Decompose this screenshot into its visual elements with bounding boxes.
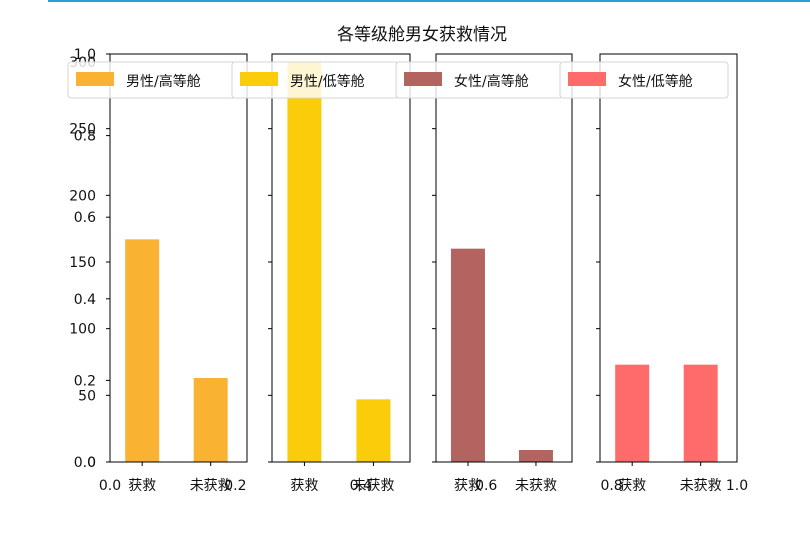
overlay-x-tick-label: 0.6 [475,478,497,494]
x-tick-label: 未获救 [680,478,722,494]
bar-2-获救 [287,62,322,462]
subplot-2: 获救 未获救 [268,53,411,494]
y-tick-label: 200 [69,188,96,204]
legend-group: 男性/高等舱 男性/低等舱 女性/高等舱 女性/低等舱 [67,61,729,99]
y-tick-label: 250 [69,122,96,138]
legend-swatch [404,72,442,86]
overlay-y-tick-label: 0.4 [74,292,96,308]
legend-label: 男性/高等舱 [126,73,201,90]
y-tick-label: 150 [69,255,96,271]
x-tick-label: 获救 [618,478,646,494]
legend-swatch [240,72,278,86]
bar-3-获救 [450,248,485,462]
bar-3-未获救 [518,450,553,462]
x-tick-label: 获救 [128,478,156,494]
bar-2-未获救 [356,399,391,462]
overlay-x-tick-label: 1.0 [726,478,748,494]
subplot-1: 050100150200250300获救未获救 [69,53,248,494]
chart-title: 各等级舱男女获救情况 [337,25,507,45]
legend-2: 男性/低等舱 [231,61,399,99]
subplot-frame [271,53,411,463]
subplot-frame [599,53,738,463]
legend-1: 男性/高等舱 [67,61,245,99]
overlay-y-tick-label: 1.0 [74,47,96,63]
overlay-x-tick-label: 0.8 [600,478,622,494]
bar-1-获救 [125,239,160,462]
x-tick-label: 获救 [454,478,482,494]
overlay-axis: 0.00.0 0.2 0.2 0.4 0.4 0.6 0.6 0.8 0.8 1.0 1.0 [74,47,748,494]
legend-label: 女性/高等舱 [454,73,529,90]
legend-box [559,61,729,99]
legend-label: 男性/低等舱 [290,73,365,90]
bar-4-未获救 [683,364,718,462]
subplot-panels: 050100150200250300获救未获救获救未获救获救未获救获救未获救 [69,53,738,494]
overlay-x-tick-label: 0.4 [350,478,372,494]
bar-4-获救 [615,364,650,462]
overlay-x-tick-label: 0.0 [99,478,121,494]
overlay-y-tick-label: 0.2 [74,373,96,389]
legend-swatch [76,72,114,86]
top-border-line [48,0,810,2]
bar-1-未获救 [193,378,228,462]
x-tick-label: 获救 [290,478,318,494]
legend-swatch [568,72,606,86]
overlay-y-tick-label: 0.0 [74,455,96,471]
subplot-4: 获救 未获救 [596,53,738,494]
overlay-y-tick-label: 0.6 [74,210,96,226]
legend-label: 女性/低等舱 [618,73,693,90]
x-tick-label: 未获救 [352,478,394,494]
y-tick-label: 0 [87,455,96,471]
x-tick-label: 未获救 [190,478,232,494]
legend-4: 女性/低等舱 [559,61,729,99]
y-tick-label: 50 [78,388,96,404]
y-tick-label: 100 [69,322,96,338]
subplot-frame [435,53,573,463]
x-tick-label: 未获救 [515,478,557,494]
overlay-x-tick-label: 0.2 [224,478,246,494]
legend-3: 女性/高等舱 [395,61,563,99]
overlay-y-tick-label: 0.8 [74,129,96,145]
subplot-3: 获救 未获救 [432,53,573,494]
subplot-frame [109,53,248,463]
